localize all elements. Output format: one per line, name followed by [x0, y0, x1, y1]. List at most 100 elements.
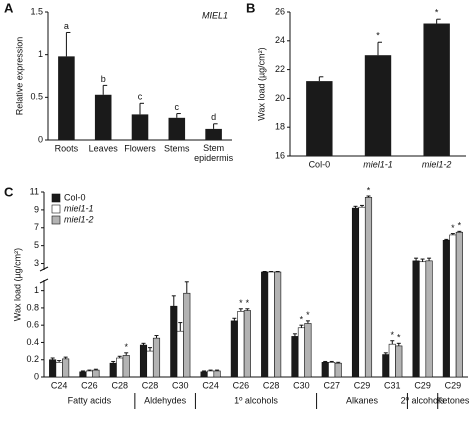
- y-tick-label: 0.2: [26, 354, 39, 364]
- significance-label: *: [397, 333, 401, 343]
- significance-label: *: [306, 310, 310, 320]
- x-tick-label: Stem epidermis: [194, 143, 234, 163]
- bar: [291, 336, 299, 378]
- bar: [58, 56, 75, 140]
- x-tick-label: C29: [414, 380, 431, 390]
- y-axis-label: Wax load (µg/cm²): [256, 47, 266, 120]
- bar: [146, 350, 154, 378]
- y-tick-label: 7: [34, 222, 39, 232]
- significance-label: *: [124, 342, 128, 352]
- bar: [455, 231, 463, 378]
- legend-label: miel1-2: [64, 214, 94, 224]
- significance-label: c: [175, 102, 180, 112]
- x-tick-label: C31: [384, 380, 401, 390]
- axis-break: [39, 266, 49, 272]
- bar: [131, 114, 149, 140]
- bar: [213, 370, 221, 378]
- significance-label: *: [458, 221, 462, 231]
- bar: [358, 206, 366, 378]
- y-tick-label: 1.5: [30, 6, 43, 16]
- panel-label: C: [4, 184, 14, 199]
- bar: [267, 271, 275, 378]
- x-tick-label: C26: [81, 380, 98, 390]
- x-tick-label: C24: [51, 380, 68, 390]
- bar: [321, 362, 329, 378]
- y-tick-label: 20: [275, 93, 285, 103]
- axis-break: [39, 278, 49, 284]
- bar: [425, 260, 433, 378]
- panel-label: B: [246, 0, 255, 15]
- bar: [334, 362, 342, 378]
- bar: [261, 271, 269, 378]
- x-tick-label: Stems: [164, 143, 190, 153]
- x-tick-label: C27: [323, 380, 340, 390]
- bar: [109, 362, 117, 378]
- y-tick-label: 3: [34, 258, 39, 268]
- bar: [304, 323, 312, 378]
- bar: [94, 94, 112, 140]
- x-tick-label: Flowers: [124, 143, 156, 153]
- bar: [297, 327, 305, 378]
- bar: [449, 234, 457, 378]
- bar: [230, 320, 238, 378]
- significance-label: *: [246, 298, 250, 308]
- bar: [237, 311, 245, 378]
- y-tick-label: 0.4: [26, 337, 39, 347]
- y-tick-label: 16: [275, 150, 285, 160]
- bar: [152, 337, 161, 378]
- bar: [55, 362, 63, 378]
- y-tick-label: 0.5: [30, 92, 43, 102]
- y-tick-label: 0.8: [26, 302, 39, 312]
- bar: [382, 354, 390, 378]
- group-label: 2º alcohols: [401, 395, 445, 405]
- significance-label: *: [391, 330, 395, 340]
- x-tick-label: miel1-2: [422, 159, 452, 169]
- bar: [395, 345, 403, 378]
- bar: [170, 305, 178, 378]
- y-tick-label: 0: [34, 371, 39, 381]
- bar: [168, 117, 186, 140]
- significance-label: b: [101, 74, 106, 84]
- bar: [351, 207, 360, 378]
- x-tick-label: Col-0: [309, 159, 331, 169]
- bar: [274, 271, 282, 378]
- bar: [176, 330, 184, 378]
- bar: [364, 55, 392, 157]
- significance-label: *: [300, 315, 304, 325]
- bar: [92, 369, 100, 378]
- bar: [85, 370, 93, 378]
- significance-label: a: [64, 21, 69, 31]
- legend-swatch: [51, 215, 61, 225]
- x-tick-label: C30: [172, 380, 189, 390]
- significance-label: *: [451, 223, 455, 233]
- panel-label: A: [4, 0, 14, 15]
- bar: [62, 358, 70, 378]
- x-tick-label: C24: [202, 380, 219, 390]
- x-tick-label: C28: [263, 380, 280, 390]
- y-tick-label: 24: [275, 35, 285, 45]
- bar: [79, 371, 87, 378]
- bar: [49, 359, 57, 378]
- y-tick-label: 18: [275, 122, 285, 132]
- bar: [200, 371, 208, 378]
- x-tick-label: C29: [354, 380, 371, 390]
- bar: [412, 260, 420, 378]
- y-tick-label: 5: [34, 240, 39, 250]
- significance-label: c: [138, 92, 143, 102]
- bar: [364, 197, 373, 378]
- x-tick-label: C28: [142, 380, 159, 390]
- bar: [243, 310, 251, 378]
- y-tick-label: 1: [38, 49, 43, 59]
- legend-swatch: [51, 204, 61, 214]
- bar: [306, 81, 333, 156]
- y-tick-label: 1: [34, 285, 39, 295]
- bar: [328, 362, 336, 378]
- x-tick-label: C26: [233, 380, 250, 390]
- y-tick-label: 11: [30, 186, 39, 196]
- bar: [388, 343, 396, 378]
- bar: [116, 357, 124, 378]
- group-label: Fatty acids: [68, 395, 112, 405]
- y-tick-label: 26: [275, 6, 285, 16]
- group-label: Alkanes: [346, 395, 379, 405]
